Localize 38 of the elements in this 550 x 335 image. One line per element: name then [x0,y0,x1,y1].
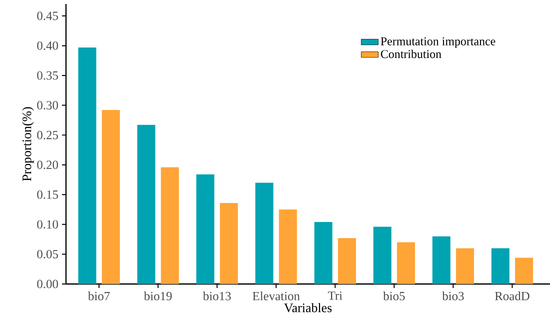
y-tick-label: 0.30 [37,101,58,110]
y-tick-label: 0.20 [37,160,58,170]
bar [137,124,156,284]
x-tick-label: bio19 [144,292,172,300]
x-tick-label: bio3 [442,292,464,300]
bar [373,226,392,284]
x-tick-label: RoadD [494,292,530,300]
x-tick-label: Tri [328,292,342,300]
bar [314,222,332,284]
bar [160,167,179,284]
bar [196,174,214,284]
x-tick-label: bio5 [383,292,405,300]
x-tick-label: Elevation [252,292,300,300]
y-tick-label: 0.35 [37,71,58,80]
x-axis-title: Variables [284,303,332,312]
bar [255,182,274,284]
y-tick-label: 0.10 [37,220,58,229]
y-tick-label: 0.00 [37,280,58,288]
y-tick-label: 0.25 [37,130,58,140]
y-tick-label: 0.40 [37,41,58,50]
bar [515,258,534,284]
bar [432,236,450,284]
y-axis-title: Proportion(%) [22,107,34,182]
y-tick-label: 0.05 [37,250,58,258]
bar [78,47,96,284]
y-tick-label: 0.45 [37,12,58,20]
bar [491,248,510,284]
bar [338,238,356,284]
legend-label: Permutation importance [380,37,496,48]
legend-label: Contribution [380,50,442,58]
bar [102,110,120,284]
bar [396,242,415,284]
bar [456,248,474,284]
bar [220,202,238,284]
bar [278,210,297,284]
x-tick-label: bio7 [88,292,110,300]
y-tick-label: 0.15 [37,190,58,199]
x-tick-label: bio13 [202,292,231,300]
